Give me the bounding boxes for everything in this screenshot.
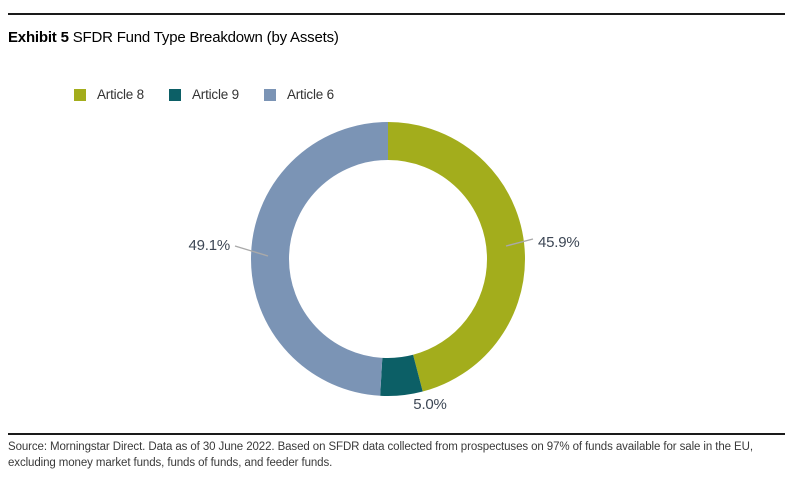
- chart-legend: Article 8 Article 9 Article 6: [74, 87, 359, 102]
- data-label-article-8: 45.9%: [538, 234, 580, 251]
- data-label-article-6: 49.1%: [188, 237, 230, 254]
- legend-item-article-9: Article 9: [168, 87, 239, 102]
- leader-line-left: [234, 245, 269, 257]
- donut-segment-article-6: [251, 122, 525, 396]
- source-line-1: Source: Morningstar Direct. Data as of 3…: [8, 441, 753, 453]
- source-note: Source: Morningstar Direct. Data as of 3…: [8, 440, 790, 471]
- legend-label-article-8: Article 8: [97, 87, 144, 102]
- exhibit-number: Exhibit 5: [8, 29, 69, 46]
- top-rule: [8, 13, 785, 15]
- legend-label-article-9: Article 9: [191, 87, 239, 102]
- legend-item-article-8: Article 8: [74, 87, 144, 102]
- source-line-2: excluding money market funds, funds of f…: [8, 456, 333, 469]
- legend-item-article-6: Article 6: [263, 87, 334, 102]
- legend-swatch-article-8: [74, 88, 86, 101]
- donut-ring: [251, 122, 525, 396]
- leader-line-right: [505, 238, 534, 247]
- donut-chart: [234, 122, 534, 396]
- exhibit-title: Exhibit 5 SFDR Fund Type Breakdown (by A…: [8, 29, 339, 46]
- legend-swatch-article-9: [168, 88, 181, 101]
- legend-label-article-6: Article 6: [286, 87, 334, 102]
- exhibit-title-text: SFDR Fund Type Breakdown (by Assets): [72, 29, 339, 46]
- data-label-article-9: 5.0%: [413, 396, 447, 413]
- bottom-rule: [8, 433, 785, 435]
- donut-segment-article-9: [251, 122, 525, 396]
- legend-swatch-article-6: [263, 88, 276, 101]
